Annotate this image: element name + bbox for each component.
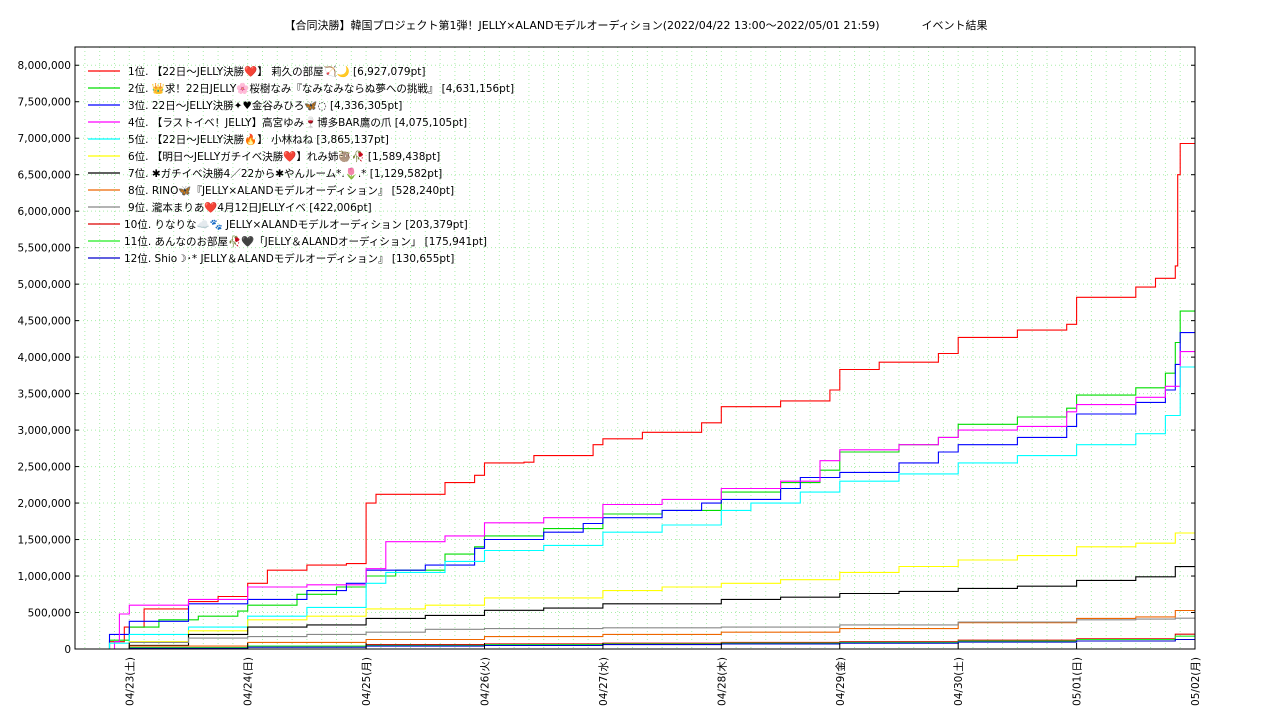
x-tick-label: 05/02(月) — [1190, 657, 1202, 706]
legend-entry-7: 7位. ✱ガチイベ決勝4／22から✱やんルーム*.🌷.* [1,129,582p… — [128, 167, 442, 180]
series-line-7 — [75, 566, 1195, 650]
x-tick-label: 04/29(金) — [834, 657, 847, 706]
x-tick-label: 04/23(土) — [123, 657, 136, 706]
legend-entry-3: 3位. 22日〜JELLY決勝✦♥金谷みひろ🦋◌ [4,336,305pt] — [128, 99, 402, 112]
y-tick-label: 7,000,000 — [18, 133, 71, 145]
x-tick-label: 04/25(月) — [361, 657, 373, 706]
y-tick-label: 6,500,000 — [18, 170, 71, 182]
y-tick-label: 0 — [64, 644, 71, 656]
legend-entry-1: 1位. 【22日〜JELLY決勝❤️】 莉久の部屋🏹🌙 [6,927,079pt… — [128, 65, 425, 78]
x-tick-label: 04/24(日) — [243, 657, 255, 706]
y-tick-label: 1,000,000 — [18, 571, 71, 583]
y-tick-label: 3,000,000 — [18, 425, 71, 437]
legend-entry-12: 12位. Shio☽･* JELLY＆ALANDモデルオーディション』 [130… — [124, 252, 454, 265]
legend-entry-6: 6位. 【明日〜JELLYガチイベ決勝❤️】れみ姉🦥🥀 [1,589,438pt… — [128, 150, 440, 163]
series-line-5 — [75, 366, 1195, 650]
y-tick-label: 2,500,000 — [18, 462, 71, 474]
legend-entry-4: 4位. 【ラストイベ！JELLY】高宮ゆみ🍷博多BAR鷹の爪 [4,075,10… — [128, 116, 467, 129]
x-tick-label: 04/26(火) — [480, 657, 492, 706]
x-tick-label: 04/30(土) — [952, 657, 965, 706]
legend-entry-9: 9位. 瀧本まりあ❤️4月12日JELLYイベ [422,006pt] — [128, 201, 372, 214]
legend-entry-5: 5位. 【22日〜JELLY決勝🔥】 小林ねね [3,865,137pt] — [128, 133, 389, 146]
y-tick-label: 5,000,000 — [18, 279, 71, 291]
legend-entry-11: 11位. あんなのお部屋🥀🖤「JELLY＆ALANDオーディション」 [175,… — [124, 235, 487, 248]
x-tick-label: 05/01(日) — [1072, 657, 1084, 706]
legend-entry-10: 10位. りなりな☁️🐾 JELLY×ALANDモデルオーディション [203,… — [124, 218, 468, 231]
grid — [75, 47, 1195, 649]
y-tick-label: 6,000,000 — [18, 206, 71, 218]
y-tick-label: 2,000,000 — [18, 498, 71, 510]
chart-title: 【合同決勝】韓国プロジェクト第1弾！JELLY×ALANDモデルオーディション(… — [284, 19, 988, 32]
y-tick-label: 3,500,000 — [18, 389, 71, 401]
plot-frame — [74, 46, 1196, 650]
y-tick-label: 8,000,000 — [18, 60, 71, 72]
series-line-2 — [75, 310, 1195, 650]
y-tick-label: 500,000 — [28, 608, 71, 620]
y-tick-label: 4,500,000 — [18, 316, 71, 328]
axes: 0 500,000 1,000,000 1,500,000 2,000,000 2,500… — [18, 60, 1202, 706]
y-tick-label: 4,000,000 — [18, 352, 71, 364]
y-tick-label: 5,500,000 — [18, 243, 71, 255]
x-tick-label: 04/27(水) — [598, 657, 610, 706]
legend-entry-8: 8位. RINO🦋『JELLY×ALANDモデルオーディション』 [528,24… — [128, 184, 454, 197]
series-line-9 — [75, 617, 1195, 650]
series-line-3 — [75, 332, 1195, 650]
y-tick-label: 7,500,000 — [18, 97, 71, 109]
x-tick-label: 04/28(木) — [716, 657, 728, 706]
y-tick-label: 1,500,000 — [18, 535, 71, 547]
series-line-6 — [75, 532, 1195, 650]
series-line-4 — [75, 351, 1195, 650]
legend: 1位. 【22日〜JELLY決勝❤️】 莉久の部屋🏹🌙 [6,927,079pt… — [88, 65, 514, 265]
series-line-1 — [75, 142, 1195, 650]
legend-entry-2: 2位. 👑求！22日JELLY🌸桜樹なみ『なみなみならぬ夢への挑戦』 [4,63… — [128, 82, 514, 95]
